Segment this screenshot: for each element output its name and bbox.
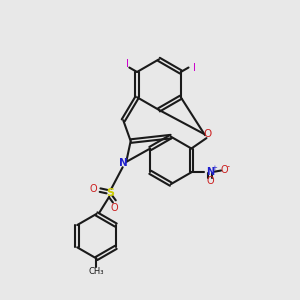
- Text: +: +: [211, 165, 217, 171]
- Text: I: I: [193, 62, 196, 73]
- Text: O: O: [204, 129, 212, 139]
- Text: CH₃: CH₃: [88, 267, 104, 276]
- Text: O: O: [89, 184, 97, 194]
- Text: O: O: [110, 203, 118, 213]
- Text: S: S: [106, 188, 114, 198]
- Text: O: O: [206, 176, 214, 186]
- Text: -: -: [226, 162, 230, 171]
- Text: N: N: [119, 158, 128, 168]
- Text: O: O: [220, 165, 228, 175]
- Text: N: N: [206, 167, 214, 177]
- Text: I: I: [126, 59, 129, 69]
